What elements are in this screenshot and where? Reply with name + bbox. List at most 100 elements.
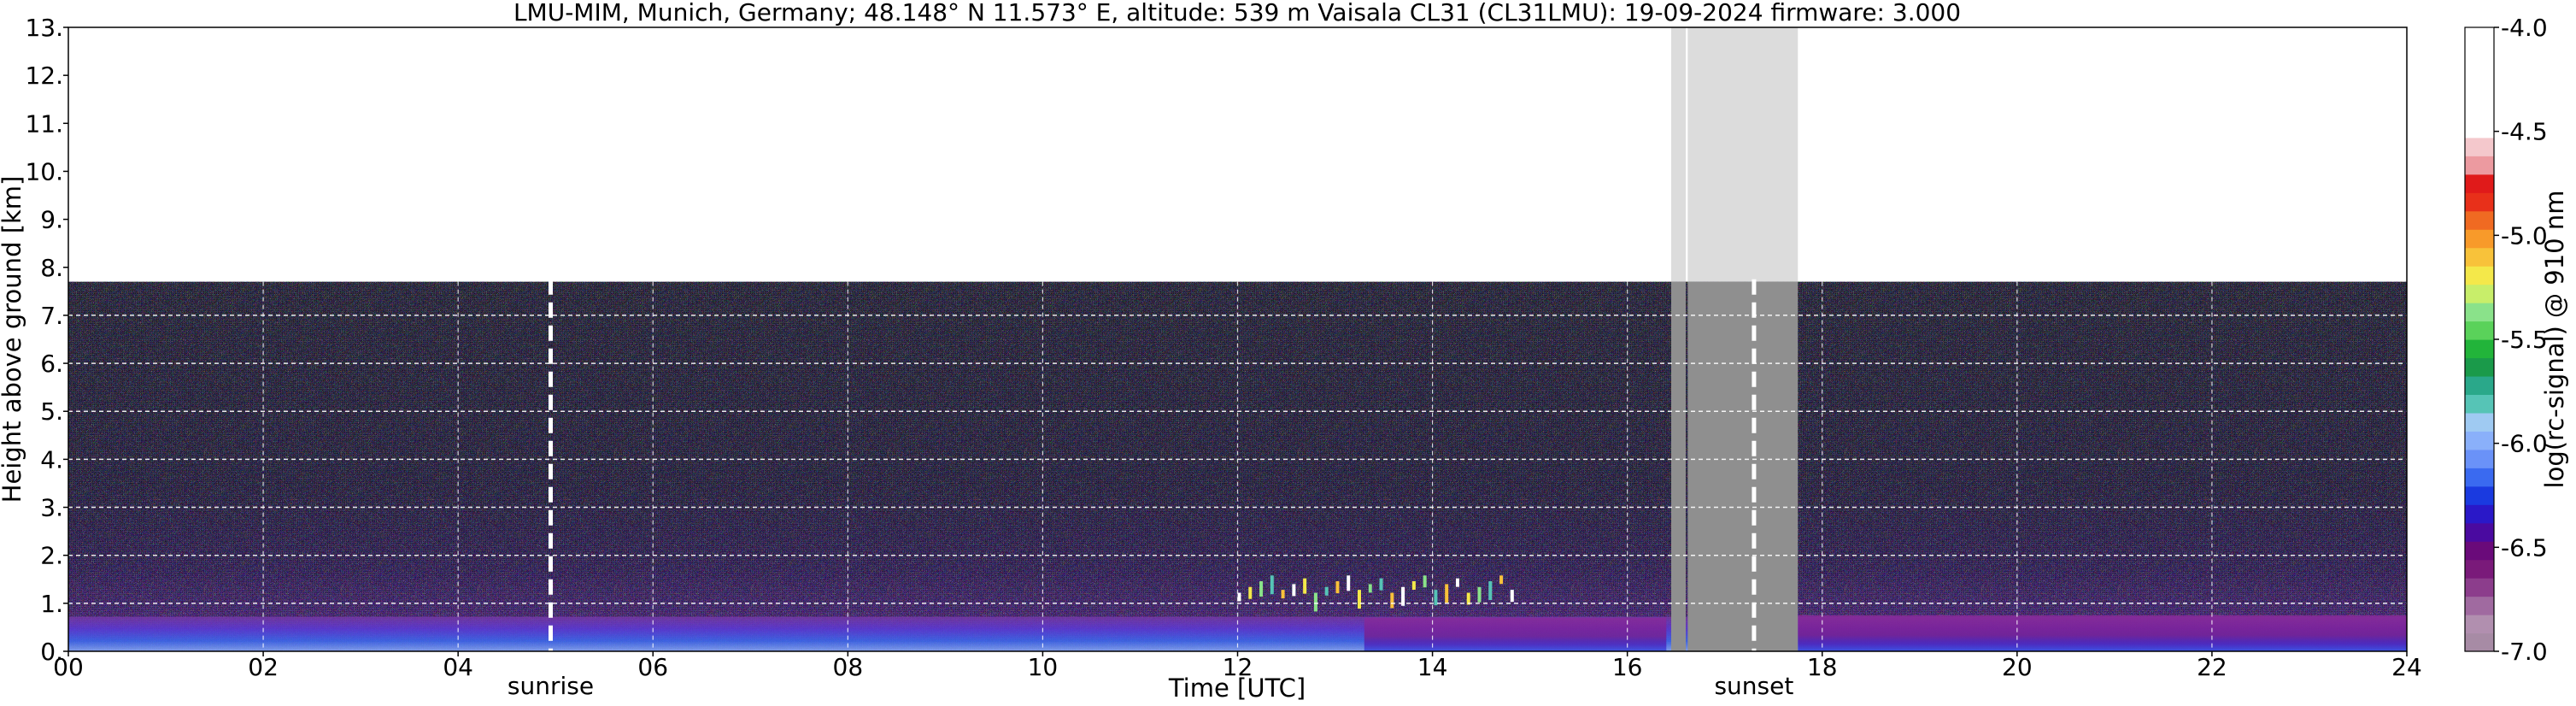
cloud-echo — [1401, 586, 1405, 606]
x-tick-label: 08 — [833, 653, 864, 681]
cloud-echo — [1335, 581, 1340, 594]
colorbar-segment — [2465, 229, 2494, 249]
colorbar-segment — [2465, 321, 2494, 340]
grid-lines — [68, 281, 2407, 651]
x-axis-ticks: 00 02 04 06 08 10 12 14 16 18 20 22 24 — [53, 651, 2422, 681]
y-axis-ticks: 0. 1. 2. 3. 4. 5. 6. 7. 8. 9. 10. 11. 12. 13. — [25, 14, 68, 666]
colorbar-title: log(rc-signal) @ 910 nm — [2540, 191, 2569, 489]
cloud-echo — [1411, 581, 1416, 591]
cloud-echo — [1368, 584, 1372, 593]
chart-title: LMU-MIM, Munich, Germany; 48.148° N 11.5… — [513, 0, 1961, 26]
colorbar-segment — [2465, 632, 2494, 652]
colorbar-segment — [2465, 137, 2494, 156]
y-tick-label: 10. — [25, 157, 63, 185]
cloud-echo — [1477, 586, 1482, 603]
colorbar-tick-label: -6.5 — [2501, 533, 2548, 562]
y-tick-label: 13. — [25, 14, 63, 42]
colorbar-segment — [2465, 63, 2494, 84]
cloud-echo — [1324, 586, 1329, 596]
cloud-echo — [1270, 575, 1274, 595]
colorbar-segment — [2465, 192, 2494, 212]
x-tick-label: 24 — [2391, 653, 2422, 681]
colorbar-segment — [2465, 485, 2494, 505]
colorbar-segment — [2465, 266, 2494, 285]
colorbar-segment — [2465, 210, 2494, 230]
colorbar-segment — [2465, 100, 2494, 120]
cloud-echo — [1379, 578, 1383, 591]
colorbar-segment — [2465, 578, 2494, 597]
cloud-echo — [1281, 590, 1285, 599]
cloud-echo — [1313, 592, 1317, 612]
cloud-echo — [1488, 581, 1493, 601]
y-tick-label: 12. — [25, 62, 63, 90]
colorbar-segment — [2465, 522, 2494, 542]
x-tick-label: 14 — [1417, 653, 1448, 681]
colorbar-tick-label: -6.0 — [2501, 430, 2548, 458]
colorbar-segment — [2465, 431, 2494, 450]
y-tick-label: 8. — [40, 254, 63, 282]
cloud-echo — [1390, 592, 1394, 609]
x-axis-title: Time [UTC] — [1168, 674, 1306, 703]
y-tick-label: 5. — [40, 397, 63, 426]
cloud-echo — [1499, 575, 1504, 585]
x-tick-label: 04 — [443, 653, 473, 681]
y-tick-label: 11. — [25, 109, 63, 138]
y-tick-label: 4. — [40, 445, 63, 474]
x-tick-label: 18 — [1807, 653, 1838, 681]
cloud-echo — [1347, 575, 1351, 591]
y-tick-label: 9. — [40, 206, 63, 234]
x-tick-label: 02 — [248, 653, 279, 681]
cloud-echo — [1445, 584, 1449, 603]
colorbar-tick-label: -5.0 — [2501, 221, 2548, 250]
colorbar-segment — [2465, 82, 2494, 102]
colorbar-segment — [2465, 119, 2494, 138]
colorbar-segment — [2465, 375, 2494, 396]
y-tick-label: 1. — [40, 590, 63, 618]
cloud-echo — [1423, 575, 1427, 588]
x-tick-label: 10 — [1028, 653, 1059, 681]
missing-data-blocks — [1670, 27, 1799, 651]
event-label: sunset — [1714, 672, 1793, 700]
cloud-echo — [1237, 592, 1241, 602]
cloud-echoes — [1237, 575, 1514, 612]
x-tick-label: 12 — [1223, 653, 1253, 681]
y-tick-label: 3. — [40, 494, 63, 522]
y-tick-label: 6. — [40, 350, 63, 378]
cloud-echo — [1357, 590, 1361, 609]
cloud-echo — [1466, 592, 1470, 605]
missing-data-signal-block — [1670, 281, 1687, 651]
colorbar — [2464, 26, 2495, 652]
colorbar-segment — [2465, 449, 2494, 468]
y-tick-label: 0. — [40, 638, 63, 666]
missing-data-block — [1670, 27, 1687, 282]
x-tick-label: 00 — [53, 653, 84, 681]
colorbar-tick-label: -7.0 — [2501, 638, 2548, 666]
x-tick-label: 22 — [2197, 653, 2227, 681]
cloud-echo — [1259, 581, 1264, 597]
colorbar-segment — [2465, 27, 2494, 47]
cloud-echo — [1248, 586, 1253, 599]
night-boundary-layer — [1798, 615, 2407, 651]
colorbar-segment — [2465, 339, 2494, 359]
cloud-echo — [1434, 590, 1438, 606]
colorbar-segment — [2465, 247, 2494, 267]
y-tick-label: 2. — [40, 542, 63, 570]
colorbar-ticks: -4.0 -4.5 -5.0 -5.5 -6.0 -6.5 -7.0 — [2494, 14, 2548, 666]
colorbar-segment — [2465, 394, 2494, 414]
event-labels: sunrise sunset — [508, 672, 1793, 700]
event-lines — [549, 279, 1757, 651]
colorbar-tick-label: -4.0 — [2501, 14, 2548, 42]
colorbar-segment — [2465, 504, 2494, 524]
cloud-echo — [1510, 590, 1514, 603]
colorbar-segment — [2465, 303, 2494, 322]
missing-data-signal-block — [1687, 281, 1799, 651]
colorbar-segment — [2465, 412, 2494, 432]
missing-data-block — [1687, 27, 1799, 282]
x-tick-label: 20 — [2002, 653, 2033, 681]
cloud-echo — [1455, 578, 1459, 587]
colorbar-segment — [2465, 468, 2494, 487]
colorbar-segment — [2465, 174, 2494, 193]
colorbar-segment — [2465, 541, 2494, 561]
colorbar-tick-label: -5.5 — [2501, 326, 2548, 354]
